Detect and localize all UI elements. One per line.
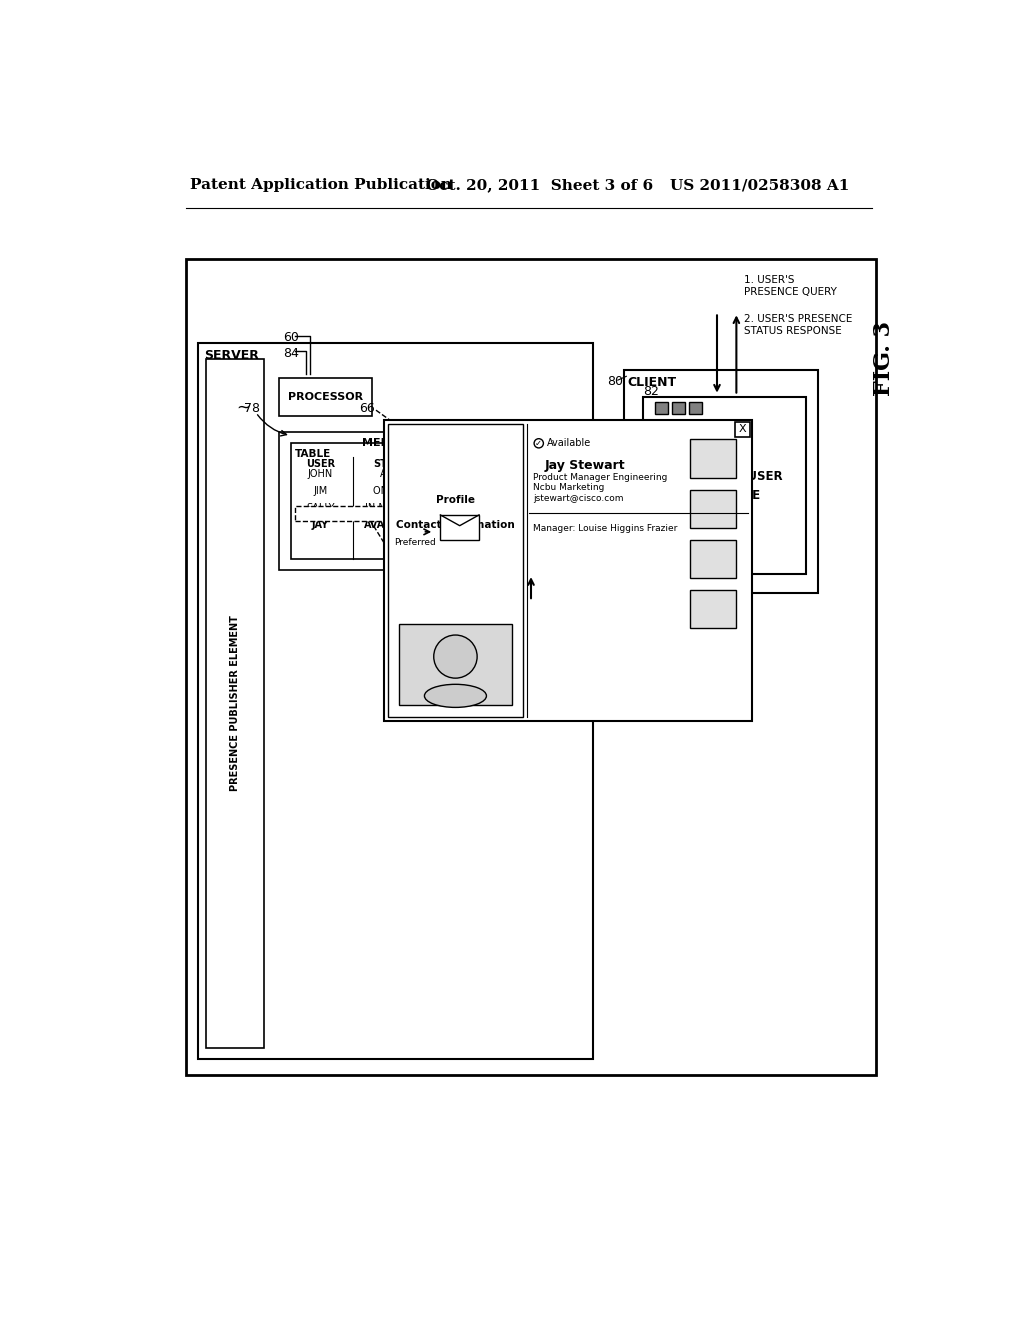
Ellipse shape — [424, 684, 486, 708]
Bar — [280, 378, 372, 416]
Text: FIG. 3: FIG. 3 — [872, 321, 895, 396]
Text: Jay Stewart: Jay Stewart — [545, 459, 626, 471]
Text: Available: Available — [547, 438, 591, 449]
Text: TABLE: TABLE — [295, 449, 331, 458]
Text: AVAILABLE: AVAILABLE — [365, 520, 423, 529]
Text: Ncbu Marketing: Ncbu Marketing — [534, 483, 605, 492]
Text: JAY: JAY — [311, 520, 329, 529]
Bar — [690, 590, 736, 628]
Text: Preferred: Preferred — [394, 539, 435, 546]
Text: IN MEETING: IN MEETING — [365, 503, 423, 512]
Text: MEMORY ELEMENT: MEMORY ELEMENT — [362, 438, 479, 447]
Bar — [735, 422, 751, 437]
Text: STATUS: STATUS — [373, 459, 415, 469]
Text: USER: USER — [305, 459, 335, 469]
Bar — [295, 507, 423, 521]
Bar — [198, 343, 593, 1059]
Text: 82: 82 — [643, 385, 659, 399]
Bar — [655, 401, 669, 414]
Text: PRESENCE
DATA: PRESENCE DATA — [499, 579, 563, 601]
Text: SALLY: SALLY — [306, 503, 335, 512]
Text: 60: 60 — [283, 331, 299, 345]
Text: GRAPHICAL USER
INTERFACE: GRAPHICAL USER INTERFACE — [667, 470, 782, 502]
Circle shape — [535, 438, 544, 447]
Text: 84: 84 — [283, 347, 299, 360]
Bar — [689, 401, 702, 414]
Bar — [186, 259, 876, 1074]
Text: US 2011/0258308 A1: US 2011/0258308 A1 — [671, 178, 850, 193]
Text: Product Manager Engineering: Product Manager Engineering — [534, 473, 668, 482]
Text: JOHN: JOHN — [307, 469, 333, 479]
Text: 2. USER'S PRESENCE
STATUS RESPONSE: 2. USER'S PRESENCE STATUS RESPONSE — [744, 314, 853, 335]
Text: 80: 80 — [607, 375, 623, 388]
Bar — [206, 359, 263, 1048]
Text: Patent Application Publication: Patent Application Publication — [190, 178, 452, 193]
Circle shape — [434, 635, 477, 678]
Bar — [690, 540, 736, 578]
Text: 86: 86 — [413, 449, 428, 462]
Bar — [440, 515, 479, 540]
Text: Contact Information: Contact Information — [396, 520, 515, 531]
Text: JIM: JIM — [313, 486, 328, 495]
Bar — [672, 401, 685, 414]
Bar — [388, 424, 523, 717]
Text: ~: ~ — [237, 399, 251, 416]
Text: Oct. 20, 2011  Sheet 3 of 6: Oct. 20, 2011 Sheet 3 of 6 — [426, 178, 653, 193]
Text: CLIENT: CLIENT — [628, 376, 677, 389]
Bar — [690, 440, 736, 478]
Text: X: X — [738, 425, 746, 434]
Bar — [643, 397, 806, 574]
Text: jstewart@cisco.com: jstewart@cisco.com — [534, 494, 624, 503]
Text: 78: 78 — [245, 403, 260, 416]
Bar — [280, 432, 578, 570]
Bar — [384, 420, 752, 721]
Text: ✓: ✓ — [536, 438, 543, 447]
Bar — [624, 370, 818, 594]
Bar — [399, 624, 512, 705]
Text: Profile: Profile — [436, 495, 475, 506]
Text: PROCESSOR: PROCESSOR — [288, 392, 364, 403]
Bar — [690, 490, 736, 528]
Text: AWAY: AWAY — [380, 469, 408, 479]
Text: PRESENCE PUBLISHER ELEMENT: PRESENCE PUBLISHER ELEMENT — [229, 615, 240, 791]
Text: ON CALL: ON CALL — [373, 486, 415, 495]
Text: Manager: Louise Higgins Frazier: Manager: Louise Higgins Frazier — [534, 524, 678, 533]
Text: 66: 66 — [358, 403, 375, 416]
Bar — [291, 444, 426, 558]
Text: SERVER: SERVER — [204, 350, 259, 363]
Text: 1. USER'S
PRESENCE QUERY: 1. USER'S PRESENCE QUERY — [744, 276, 837, 297]
